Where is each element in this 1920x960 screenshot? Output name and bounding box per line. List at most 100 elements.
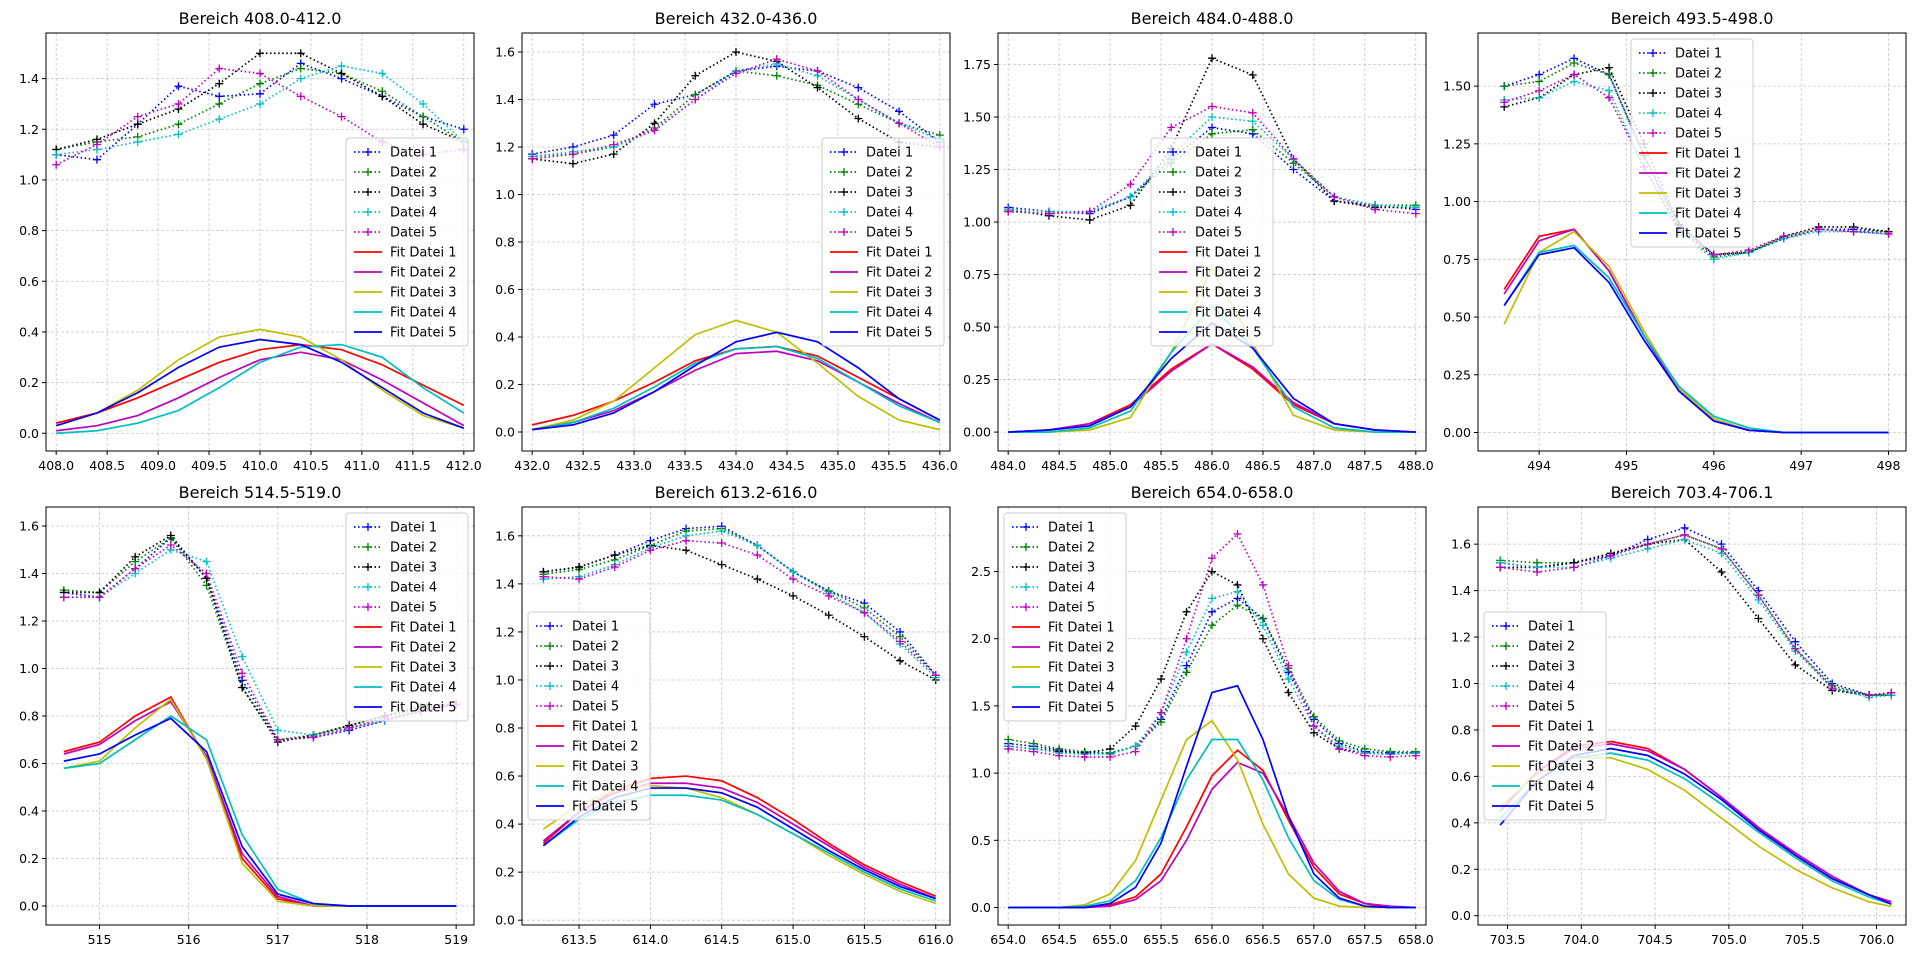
data-line xyxy=(63,536,457,741)
x-tick-label: 655.0 xyxy=(1092,932,1128,947)
marker xyxy=(296,64,305,73)
data-line xyxy=(56,67,465,151)
marker xyxy=(1208,113,1216,122)
y-tick-label: 1.2 xyxy=(495,624,515,639)
legend-marker xyxy=(1649,89,1657,97)
legend-marker xyxy=(840,168,848,176)
fit-line xyxy=(55,343,465,424)
legend-label: Datei 4 xyxy=(572,680,619,695)
marker xyxy=(1309,728,1318,737)
legend-marker xyxy=(364,563,372,571)
marker xyxy=(682,536,691,545)
marker xyxy=(1126,192,1135,201)
y-tick-label: 0.00 xyxy=(963,425,991,440)
x-tick-label: 433.5 xyxy=(667,458,703,473)
y-tick-label: 0.4 xyxy=(1451,815,1471,830)
y-tick-label: 0.8 xyxy=(495,721,515,736)
legend-label: Datei 1 xyxy=(1528,620,1575,635)
data-line xyxy=(1500,533,1892,696)
x-tick-label: 519 xyxy=(444,932,468,947)
legend-box xyxy=(527,611,651,821)
legend-label: Datei 1 xyxy=(1195,146,1242,161)
x-tick-label: 615.5 xyxy=(847,932,883,947)
marker xyxy=(1606,551,1615,560)
marker xyxy=(337,69,346,78)
y-tick-label: 0.0 xyxy=(495,425,515,440)
marker xyxy=(1335,744,1344,753)
y-tick-label: 0.75 xyxy=(963,267,991,282)
legend-label: Datei 5 xyxy=(1195,226,1242,241)
legend: Datei 1 Datei 2 Datei 3 Datei 4 Datei 5 Fit D… xyxy=(1630,38,1754,248)
x-tick-label: 494 xyxy=(1527,458,1551,473)
marker xyxy=(1029,747,1038,756)
x-tick-label: 518 xyxy=(355,932,379,947)
subplot-title: Bereich 484.0-488.0 xyxy=(1131,9,1294,28)
legend-label: Datei 3 xyxy=(866,186,913,201)
x-tick-label: 614.0 xyxy=(633,932,669,947)
marker xyxy=(419,99,428,108)
legend-marker xyxy=(840,148,848,156)
x-tick-label: 614.5 xyxy=(704,932,740,947)
legend-label: Fit Datei 1 xyxy=(866,246,932,261)
marker xyxy=(1570,59,1579,68)
x-tick-label: 487.5 xyxy=(1347,458,1383,473)
y-tick-label: 0.2 xyxy=(19,375,39,390)
y-tick-label: 1.0 xyxy=(971,766,991,781)
subplot: Bereich 432.0-436.0 0.0 0.2 0.4 0.6 0.8 1.0 1.2… xyxy=(495,9,958,473)
legend-label: Fit Datei 1 xyxy=(390,621,456,636)
marker xyxy=(1233,529,1242,538)
legend-marker xyxy=(364,523,372,531)
data-line xyxy=(1500,533,1892,696)
y-tick-label: 0.4 xyxy=(19,324,39,339)
marker xyxy=(1208,594,1216,603)
marker xyxy=(1208,621,1216,630)
y-tick-label: 0.6 xyxy=(495,282,515,297)
marker xyxy=(202,581,211,590)
marker xyxy=(256,89,264,98)
marker xyxy=(1182,648,1191,657)
x-tick-label: 616.0 xyxy=(918,932,954,947)
marker xyxy=(1500,98,1509,107)
marker xyxy=(337,61,346,70)
legend-marker xyxy=(1502,642,1510,650)
y-tick-label: 0.8 xyxy=(1451,722,1471,737)
legend-label: Datei 3 xyxy=(1675,87,1722,102)
marker xyxy=(931,671,940,680)
marker xyxy=(1258,621,1267,630)
marker xyxy=(1535,70,1544,79)
marker xyxy=(419,112,428,121)
legend-label: Fit Datei 3 xyxy=(866,286,932,301)
marker xyxy=(650,126,659,135)
axes-frame xyxy=(45,506,475,926)
x-tick-label: 411.0 xyxy=(344,458,380,473)
legend-marker xyxy=(1649,49,1657,57)
marker xyxy=(1126,201,1135,210)
marker xyxy=(1535,77,1544,86)
y-tick-label: 0.0 xyxy=(495,913,515,928)
x-tick-label: 517 xyxy=(266,932,290,947)
marker xyxy=(378,92,387,101)
legend-label: Fit Datei 3 xyxy=(390,286,456,301)
legend-label: Fit Datei 4 xyxy=(1528,780,1594,795)
y-tick-label: 1.0 xyxy=(19,172,39,187)
legend-label: Datei 2 xyxy=(390,166,437,181)
marker xyxy=(1126,180,1135,189)
marker xyxy=(650,100,659,109)
legend-label: Datei 2 xyxy=(1048,541,1095,556)
marker xyxy=(419,120,428,129)
y-tick-label: 1.00 xyxy=(963,215,991,230)
y-tick-label: 1.0 xyxy=(1451,676,1471,691)
x-tick-label: 703.5 xyxy=(1490,932,1526,947)
marker xyxy=(1055,751,1064,760)
axes-frame xyxy=(1477,506,1907,926)
marker xyxy=(1131,722,1140,731)
marker xyxy=(215,79,224,88)
y-tick-label: 1.4 xyxy=(495,92,515,107)
x-tick-label: 433.0 xyxy=(616,458,652,473)
marker xyxy=(1717,544,1726,553)
marker xyxy=(732,48,740,56)
marker xyxy=(1289,155,1298,164)
marker xyxy=(1233,580,1242,589)
y-tick-label: 1.6 xyxy=(495,528,515,543)
y-tick-label: 1.25 xyxy=(963,162,991,177)
